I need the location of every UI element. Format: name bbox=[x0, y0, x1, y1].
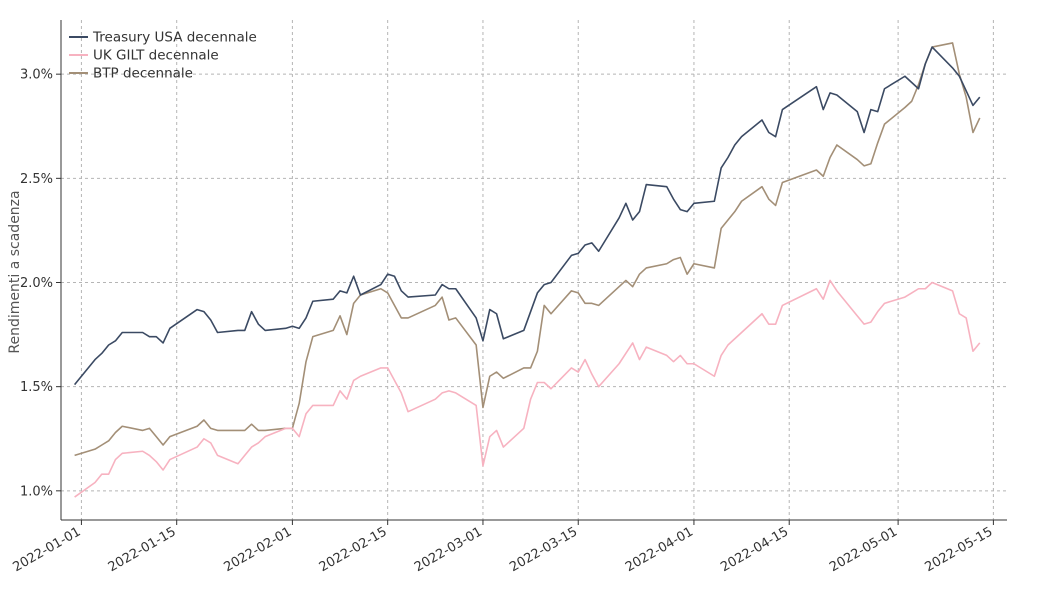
legend-label: BTP decennale bbox=[93, 66, 193, 82]
y-tick-label: 1.5% bbox=[20, 380, 53, 395]
series-line-treasury-usa-decennale bbox=[73, 46, 981, 386]
series-lines bbox=[73, 42, 981, 498]
x-tick-label: 2022-01-01 bbox=[10, 524, 83, 575]
y-tick-label: 2.5% bbox=[20, 172, 53, 187]
x-axis-ticks: 2022-01-01 2022-01-15 2022-02-01 2022-02-15… bbox=[10, 520, 995, 575]
x-tick-label: 2022-02-01 bbox=[221, 524, 294, 575]
x-tick-label: 2022-04-01 bbox=[623, 524, 696, 575]
x-tick-label: 2022-01-15 bbox=[106, 524, 179, 575]
x-tick-label: 2022-03-01 bbox=[412, 524, 485, 575]
series-line-btp-decennale bbox=[74, 42, 981, 457]
x-tick-label: 2022-05-01 bbox=[827, 524, 900, 575]
x-tick-label: 2022-04-15 bbox=[718, 524, 791, 575]
legend-label: UK GILT decennale bbox=[93, 48, 219, 64]
y-tick-label: 1.0% bbox=[20, 484, 53, 499]
series-line-uk-gilt-decennale bbox=[74, 279, 981, 498]
legend-label: Treasury USA decennale bbox=[92, 30, 257, 46]
x-tick-label: 2022-05-15 bbox=[922, 524, 995, 575]
x-tick-label: 2022-02-15 bbox=[317, 524, 390, 575]
y-tick-label: 3.0% bbox=[20, 68, 53, 83]
grid bbox=[61, 20, 1007, 520]
y-axis-ticks: 1.0% 1.5% 2.0% 2.5% 3.0% bbox=[20, 68, 61, 499]
legend: Treasury USA decennale UK GILT decennale B… bbox=[69, 30, 257, 82]
y-axis-label: Rendimenti a scadenza bbox=[7, 190, 23, 353]
x-tick-label: 2022-03-15 bbox=[507, 524, 580, 575]
y-tick-label: 2.0% bbox=[20, 276, 53, 291]
axes bbox=[60, 20, 1007, 521]
